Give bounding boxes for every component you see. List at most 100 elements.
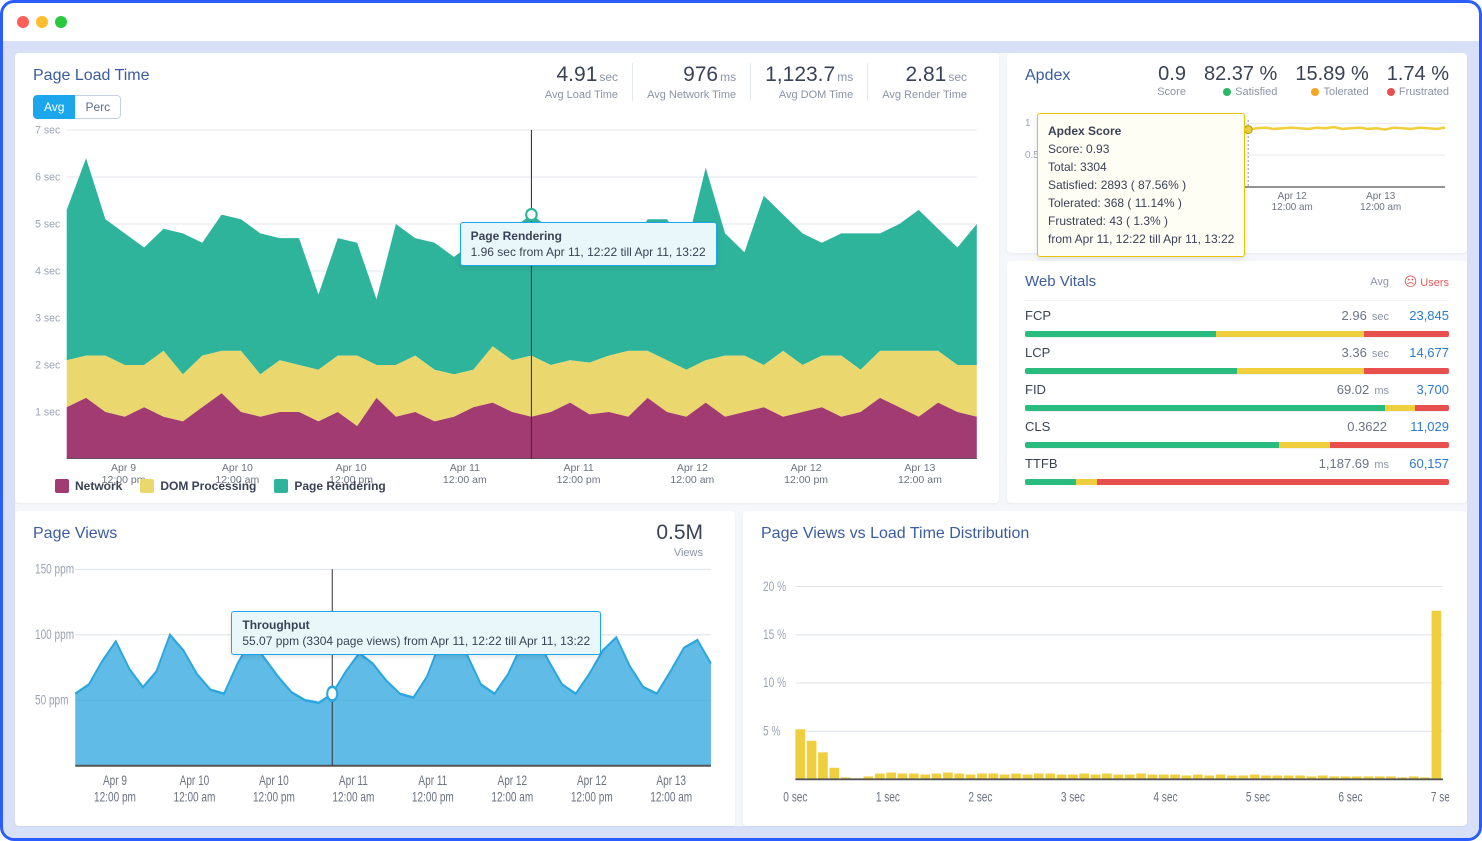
svg-text:12:00 pm: 12:00 pm: [253, 789, 295, 805]
legend-item[interactable]: Network: [55, 479, 122, 493]
svg-text:2 sec: 2 sec: [968, 789, 992, 805]
page-load-metrics: 4.91sec Avg Load Time 976ms Avg Network …: [531, 63, 981, 101]
sad-face-icon: ☹: [1404, 274, 1418, 289]
dashboard-grid: Page Load Time Avg Perc 4.91sec Avg Load…: [15, 53, 1467, 826]
legend-swatch: [140, 479, 154, 493]
svg-text:1 sec: 1 sec: [876, 789, 900, 805]
svg-text:Apr 13: Apr 13: [904, 463, 935, 474]
legend-item[interactable]: Page Rendering: [274, 479, 385, 493]
svg-text:15 %: 15 %: [763, 626, 786, 642]
legend-item[interactable]: DOM Processing: [140, 479, 256, 493]
svg-text:12:00 am: 12:00 am: [650, 789, 692, 805]
status-dot-icon: [1223, 88, 1231, 96]
tooltip-body: 55.07 ppm (3304 page views) from Apr 11,…: [242, 634, 590, 648]
svg-text:7 sec: 7 sec: [1431, 789, 1449, 805]
svg-text:Apr 12: Apr 12: [498, 773, 528, 789]
svg-text:4 sec: 4 sec: [35, 265, 61, 277]
page-views-card: Page Views 0.5M Views 50 ppm100 ppm150 p…: [15, 511, 735, 826]
distribution-chart[interactable]: 5 %10 %15 %20 %0 sec1 sec2 sec3 sec4 sec…: [761, 559, 1449, 810]
bottom-row: Page Views 0.5M Views 50 ppm100 ppm150 p…: [15, 511, 1467, 826]
toggle-avg[interactable]: Avg: [33, 95, 75, 119]
content-band: Page Load Time Avg Perc 4.91sec Avg Load…: [3, 41, 1479, 838]
page-views-title: Page Views: [33, 525, 717, 543]
vital-row[interactable]: FID 69.02 ms 3,700: [1025, 374, 1449, 411]
page-load-chart[interactable]: 1 sec2 sec3 sec4 sec5 sec6 sec7 sec Apr …: [33, 121, 981, 459]
vital-row[interactable]: LCP 3.36 sec 14,677: [1025, 337, 1449, 374]
svg-text:Apr 12: Apr 12: [577, 773, 607, 789]
svg-text:Apr 9: Apr 9: [111, 463, 136, 474]
svg-text:1 sec: 1 sec: [35, 406, 61, 418]
svg-text:12:00 am: 12:00 am: [670, 475, 714, 486]
apdex-metric: 0.9 Score: [1157, 63, 1186, 98]
vital-row[interactable]: FCP 2.96 sec 23,845: [1025, 300, 1449, 337]
web-vitals-card: Web Vitals Avg ☹Users FCP 2.96 sec 23,84…: [1007, 261, 1467, 503]
svg-text:12:00 am: 12:00 am: [1360, 202, 1401, 213]
svg-text:100 ppm: 100 ppm: [35, 626, 74, 642]
page-load-tooltip: Page Rendering 1.96 sec from Apr 11, 12:…: [460, 222, 717, 266]
page-views-tooltip: Throughput 55.07 ppm (3304 page views) f…: [231, 611, 601, 655]
svg-text:5 %: 5 %: [763, 723, 781, 739]
distribution-title: Page Views vs Load Time Distribution: [761, 525, 1449, 543]
vital-row[interactable]: CLS 0.3622 11,029: [1025, 411, 1449, 448]
svg-text:2 sec: 2 sec: [35, 359, 61, 371]
metric-item: 4.91sec Avg Load Time: [531, 63, 632, 101]
avg-perc-toggle: Avg Perc: [33, 95, 121, 119]
svg-text:12:00 pm: 12:00 pm: [784, 475, 828, 486]
vitals-title: Web Vitals: [1025, 273, 1299, 290]
window-titlebar: [3, 3, 1479, 41]
apdex-metric: 82.37 % Satisfied: [1204, 63, 1277, 98]
svg-text:20 %: 20 %: [763, 578, 786, 594]
apdex-metric: 1.74 % Frustrated: [1387, 63, 1449, 98]
metric-item: 1,123.7ms Avg DOM Time: [750, 63, 867, 101]
svg-text:Apr 10: Apr 10: [259, 773, 289, 789]
page-views-total: 0.5M Views: [642, 521, 717, 559]
svg-text:12:00 pm: 12:00 pm: [94, 789, 136, 805]
apdex-card: Apdex 0.9 Score 82.37 % Satisfied 15.89 …: [1007, 53, 1467, 253]
metric-item: 2.81sec Avg Render Time: [867, 63, 981, 101]
vitals-users-header: ☹Users: [1389, 274, 1449, 290]
metric-item: 976ms Avg Network Time: [632, 63, 750, 101]
svg-text:12:00 pm: 12:00 pm: [571, 789, 613, 805]
page-load-legend: Network DOM Processing Page Rendering: [55, 479, 386, 493]
svg-text:Apr 11: Apr 11: [564, 463, 595, 474]
vitals-avg-header: Avg: [1299, 276, 1389, 288]
svg-text:3 sec: 3 sec: [35, 312, 61, 324]
page-views-chart[interactable]: 50 ppm100 ppm150 ppmApr 912:00 pmApr 101…: [33, 561, 717, 810]
tooltip-body: 1.96 sec from Apr 11, 12:22 till Apr 11,…: [471, 245, 706, 259]
svg-text:Apr 13: Apr 13: [656, 773, 686, 789]
toggle-perc[interactable]: Perc: [75, 95, 121, 119]
svg-text:12:00 am: 12:00 am: [443, 475, 487, 486]
tooltip-title: Throughput: [242, 618, 590, 632]
svg-text:1: 1: [1025, 118, 1031, 129]
status-dot-icon: [1311, 88, 1319, 96]
vitals-header: Web Vitals Avg ☹Users: [1025, 273, 1449, 290]
svg-text:4 sec: 4 sec: [1153, 789, 1177, 805]
svg-text:12:00 pm: 12:00 pm: [412, 789, 454, 805]
svg-text:Apr 13: Apr 13: [1366, 191, 1396, 202]
vital-bar: [1025, 479, 1449, 485]
minimize-icon[interactable]: [36, 16, 48, 28]
svg-text:12:00 am: 12:00 am: [898, 475, 942, 486]
vital-bar: [1025, 331, 1449, 337]
svg-text:Apr 12: Apr 12: [791, 463, 822, 474]
svg-text:12:00 am: 12:00 am: [332, 789, 374, 805]
close-icon[interactable]: [17, 16, 29, 28]
svg-text:Apr 11: Apr 11: [450, 463, 481, 474]
legend-swatch: [274, 479, 288, 493]
vital-bar: [1025, 368, 1449, 374]
app-window: Page Load Time Avg Perc 4.91sec Avg Load…: [0, 0, 1482, 841]
svg-text:150 ppm: 150 ppm: [35, 561, 74, 577]
svg-text:Apr 10: Apr 10: [180, 773, 210, 789]
legend-swatch: [55, 479, 69, 493]
svg-text:Apr 9: Apr 9: [103, 773, 127, 789]
svg-text:7 sec: 7 sec: [35, 124, 61, 136]
apdex-tooltip: Apdex ScoreScore: 0.93Total: 3304Satisfi…: [1037, 113, 1245, 257]
svg-text:12:00 pm: 12:00 pm: [557, 475, 601, 486]
vital-row[interactable]: TTFB 1,187.69 ms 60,157: [1025, 448, 1449, 485]
views-total-value: 0.5M: [656, 521, 703, 544]
svg-text:6 sec: 6 sec: [1338, 789, 1362, 805]
svg-text:Apr 10: Apr 10: [336, 463, 367, 474]
maximize-icon[interactable]: [55, 16, 67, 28]
vital-bar: [1025, 405, 1449, 411]
svg-text:12:00 am: 12:00 am: [491, 789, 533, 805]
